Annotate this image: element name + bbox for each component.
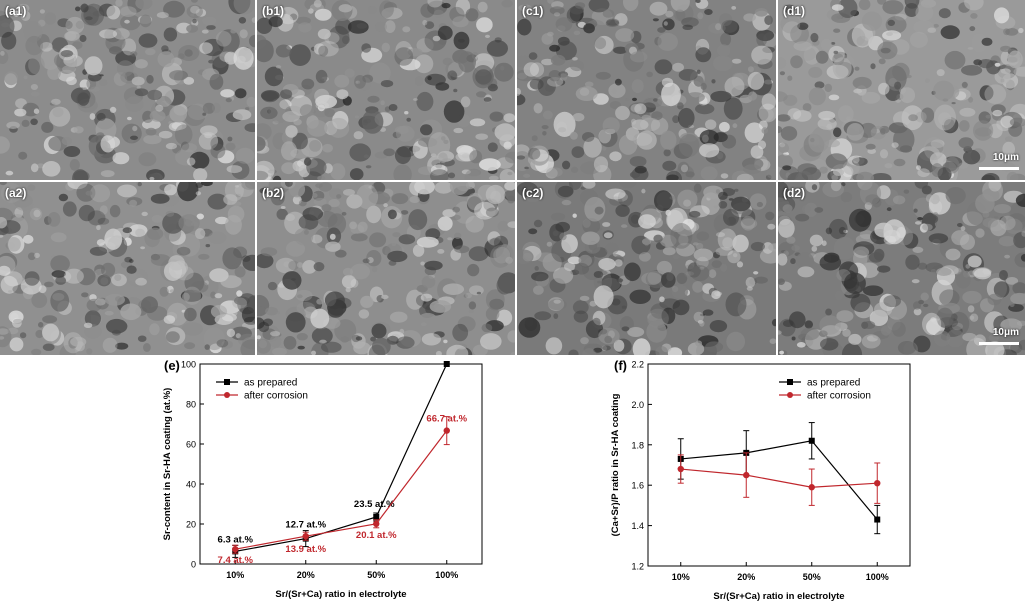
micrograph-a1: (a1) bbox=[0, 0, 255, 180]
data-label: 12.7 at.% bbox=[285, 520, 326, 531]
data-point bbox=[874, 516, 881, 523]
data-label: 20.1 at.% bbox=[356, 530, 397, 541]
y-tick-label: 1.8 bbox=[631, 440, 644, 450]
x-tick-label: 100% bbox=[435, 570, 458, 580]
x-axis-label: Sr/(Sr+Ca) ratio in electrolyte bbox=[713, 591, 844, 602]
micrograph-c2: (c2) bbox=[517, 182, 776, 355]
x-tick-label: 10% bbox=[226, 570, 244, 580]
y-tick-label: 80 bbox=[186, 400, 196, 410]
sem-texture bbox=[0, 0, 255, 180]
micrograph-label: (b1) bbox=[262, 4, 284, 18]
y-tick-label: 0 bbox=[191, 560, 196, 570]
chart-e: (e) 0 20 40 60 80 100 10% 20% 50% 100% Sr/(Sr+Ca) r… bbox=[162, 358, 483, 600]
series-line bbox=[680, 440, 878, 520]
sem-texture bbox=[778, 0, 1025, 180]
legend-marker bbox=[224, 379, 230, 385]
y-axis-label: (Ca+Sr)/P ratio in Sr-HA coating bbox=[610, 393, 621, 536]
y-tick-label: 1.2 bbox=[631, 562, 644, 572]
sem-texture bbox=[0, 182, 255, 355]
x-tick-label: 100% bbox=[866, 572, 889, 582]
legend-marker bbox=[224, 392, 230, 398]
y-tick-label: 60 bbox=[186, 440, 196, 450]
data-point bbox=[443, 361, 450, 367]
legend-label: as prepared bbox=[807, 378, 860, 389]
data-point bbox=[443, 427, 450, 434]
sem-texture bbox=[778, 182, 1025, 355]
chart-panel-label: (f) bbox=[614, 358, 627, 373]
micrograph-label: (c1) bbox=[522, 4, 544, 18]
data-point bbox=[677, 465, 684, 473]
y-tick-label: 100 bbox=[181, 360, 196, 370]
x-tick-label: 20% bbox=[737, 572, 755, 582]
micrograph-label: (d1) bbox=[783, 4, 805, 18]
data-label: 7.4 at.% bbox=[218, 555, 254, 566]
y-tick-label: 20 bbox=[186, 520, 196, 530]
data-point bbox=[373, 520, 380, 527]
x-tick-label: 50% bbox=[367, 570, 385, 580]
legend-label: as prepared bbox=[244, 378, 297, 389]
data-label: 66.7 at.% bbox=[426, 414, 467, 425]
data-label: 13.9 at.% bbox=[285, 544, 326, 555]
y-tick-label: 2.2 bbox=[631, 360, 644, 370]
micrograph-label: (d2) bbox=[783, 186, 805, 200]
legend-label: after corrosion bbox=[244, 391, 308, 402]
micrograph-d2: (d2) 10μm bbox=[778, 182, 1025, 355]
data-point bbox=[743, 471, 750, 479]
y-axis-label: Sr-content in Sr-HA coating (at.%) bbox=[162, 388, 173, 541]
sem-texture bbox=[257, 0, 515, 180]
chart-panel-label: (e) bbox=[164, 358, 180, 373]
data-label: 23.5 at.% bbox=[354, 499, 395, 510]
plot-frame bbox=[199, 363, 483, 565]
micrograph-label: (a1) bbox=[5, 4, 27, 18]
micrograph-label: (a2) bbox=[5, 186, 27, 200]
scale-bar: 10μm bbox=[979, 152, 1019, 170]
micrograph-c1: (c1) bbox=[517, 0, 776, 180]
data-point bbox=[232, 546, 239, 553]
scale-bar-label: 10μm bbox=[992, 152, 1019, 163]
y-tick-label: 40 bbox=[186, 480, 196, 490]
legend-marker bbox=[787, 392, 793, 398]
y-tick-label: 2.0 bbox=[631, 400, 644, 410]
sem-texture bbox=[517, 0, 776, 180]
sem-texture bbox=[517, 182, 776, 355]
data-point bbox=[808, 484, 815, 491]
data-point bbox=[373, 514, 380, 520]
x-tick-label: 10% bbox=[672, 572, 690, 582]
chart-f: (f) 1.2 1.4 1.6 1.8 2.0 2.2 10% 20% 50% 100% Sr/(Sr… bbox=[610, 358, 911, 602]
y-tick-label: 1.4 bbox=[631, 521, 644, 531]
legend-marker bbox=[787, 379, 793, 385]
data-point bbox=[874, 479, 881, 487]
micrograph-b1: (b1) bbox=[257, 0, 515, 180]
series-line bbox=[680, 468, 878, 488]
plot-frame bbox=[647, 363, 911, 567]
data-label: 6.3 at.% bbox=[218, 534, 254, 545]
scale-bar: 10μm bbox=[979, 327, 1019, 345]
series-line bbox=[235, 363, 448, 552]
legend-label: after corrosion bbox=[807, 391, 871, 402]
x-tick-label: 50% bbox=[803, 572, 821, 582]
micrograph-d1: (d1) 10μm bbox=[778, 0, 1025, 180]
micrograph-label: (b2) bbox=[262, 186, 284, 200]
scale-bar-line bbox=[979, 342, 1019, 345]
data-point bbox=[808, 437, 815, 444]
data-point bbox=[302, 533, 309, 540]
x-axis-label: Sr/(Sr+Ca) ratio in electrolyte bbox=[275, 589, 406, 600]
sem-texture bbox=[257, 182, 515, 355]
micrograph-a2: (a2) bbox=[0, 182, 255, 355]
series-line bbox=[235, 430, 448, 550]
scale-bar-label: 10μm bbox=[992, 327, 1019, 338]
x-tick-label: 20% bbox=[297, 570, 315, 580]
micrograph-label: (c2) bbox=[522, 186, 544, 200]
y-tick-label: 1.6 bbox=[631, 481, 644, 491]
micrograph-b2: (b2) bbox=[257, 182, 515, 355]
scale-bar-line bbox=[979, 167, 1019, 170]
